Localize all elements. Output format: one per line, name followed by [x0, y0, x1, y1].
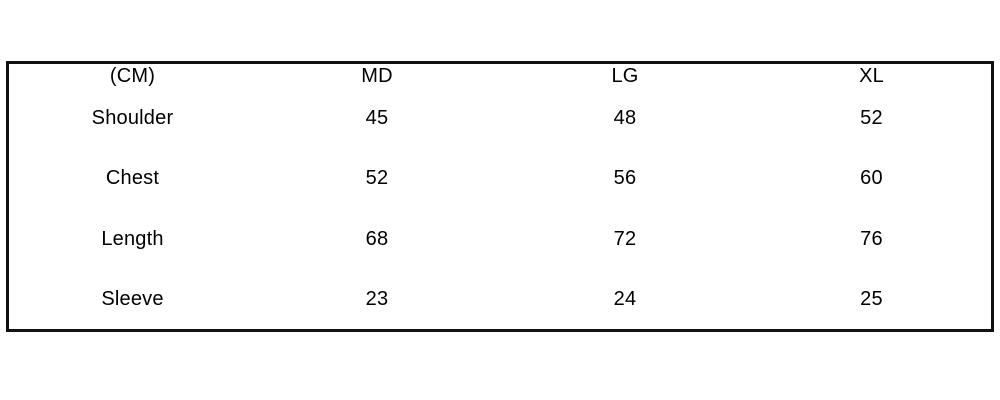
- table-row: Chest 52 56 60: [9, 148, 991, 208]
- cell-length-xl: 76: [860, 227, 883, 250]
- table-row: Sleeve 23 24 25: [9, 269, 991, 329]
- cell-sleeve-lg: 24: [613, 287, 637, 310]
- table-row: Length 68 72 76: [9, 209, 991, 269]
- cell-shoulder-md: 45: [365, 107, 389, 130]
- size-chart-table: (CM) MD LG XL Shoulder 45 48 52 Chest 52…: [9, 64, 991, 329]
- table-header-row: (CM) MD LG XL: [9, 64, 991, 88]
- cell-shoulder-xl: 52: [860, 107, 883, 130]
- column-header-unit: (CM): [109, 65, 156, 87]
- cell-sleeve-xl: 25: [860, 287, 883, 310]
- row-label-length: Length: [101, 227, 164, 250]
- row-label-shoulder: Shoulder: [91, 107, 174, 130]
- table-body: Shoulder 45 48 52 Chest 52 56 60 Length …: [9, 88, 991, 329]
- column-header-xl: XL: [859, 65, 884, 87]
- cell-length-md: 68: [365, 227, 389, 250]
- cell-chest-md: 52: [365, 167, 389, 190]
- column-header-md: MD: [361, 65, 393, 87]
- table-header: (CM) MD LG XL: [9, 64, 991, 88]
- cell-sleeve-md: 23: [365, 287, 389, 310]
- row-label-chest: Chest: [105, 167, 160, 190]
- cell-chest-lg: 56: [613, 167, 637, 190]
- row-label-sleeve: Sleeve: [101, 287, 164, 310]
- table-row: Shoulder 45 48 52: [9, 88, 991, 148]
- cell-length-lg: 72: [613, 227, 637, 250]
- cell-chest-xl: 60: [860, 167, 883, 190]
- cell-shoulder-lg: 48: [613, 107, 637, 130]
- column-header-lg: LG: [611, 65, 639, 87]
- size-chart-table-container: (CM) MD LG XL Shoulder 45 48 52 Chest 52…: [6, 61, 994, 332]
